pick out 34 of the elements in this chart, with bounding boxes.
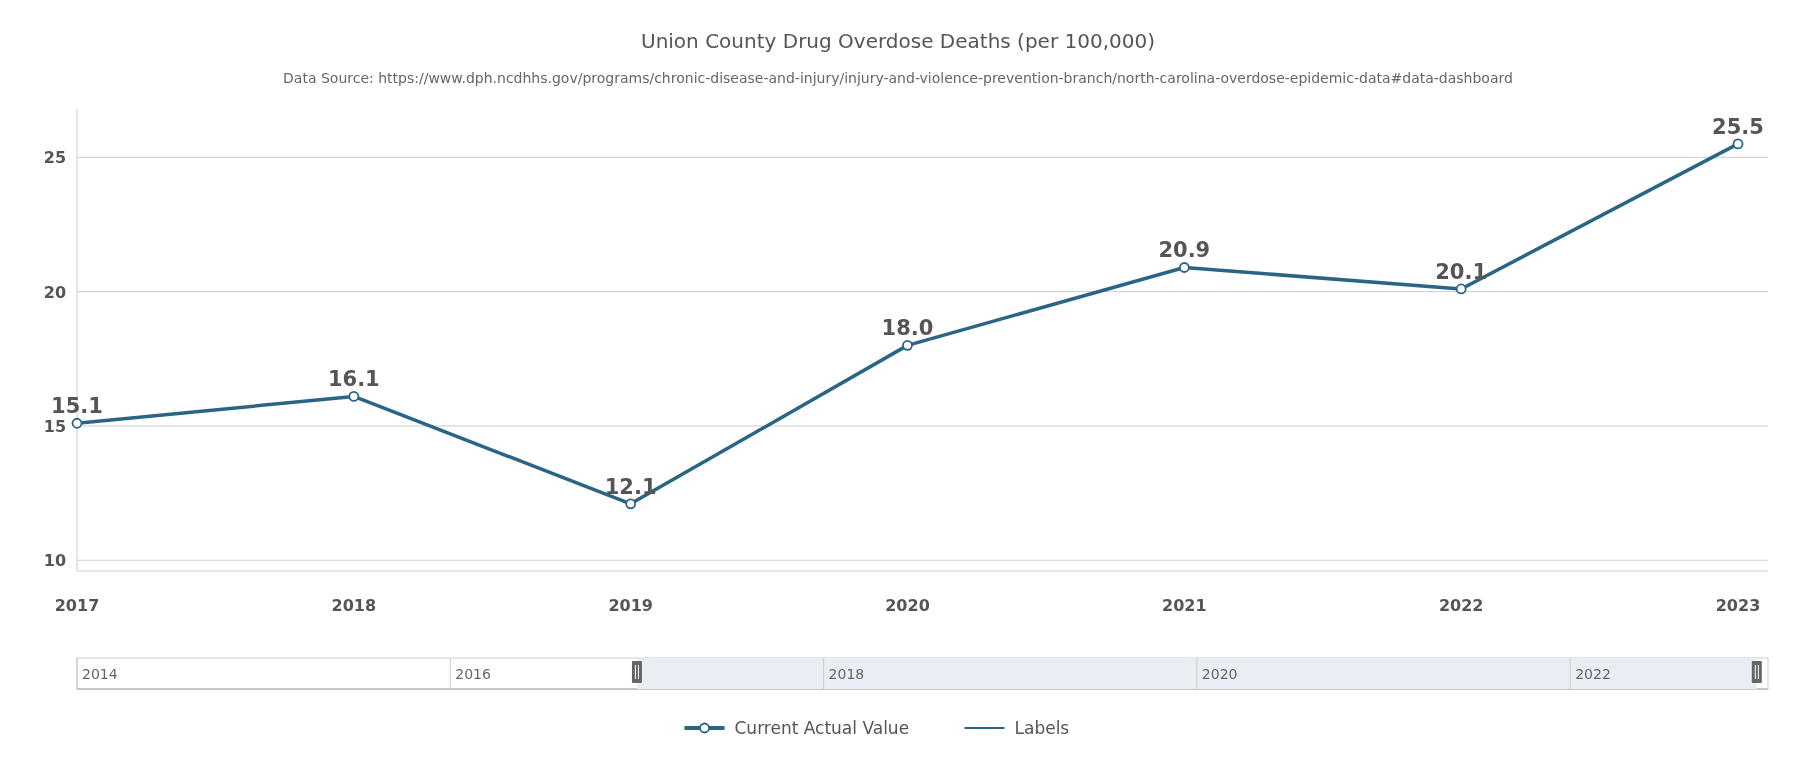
point [1178, 262, 1190, 273]
data-label: 15.1 [51, 394, 103, 419]
chart-title: Union County Drug Overdose Deaths (per 100,000) [641, 29, 1155, 53]
point [902, 339, 913, 351]
y-tick-label: 10 [43, 551, 67, 571]
data-label: 20.9 [1158, 238, 1211, 263]
data-label: 25.5 [1712, 114, 1764, 139]
x2-tick-label: 2018 [828, 666, 865, 682]
x2-tick-label: 2016 [455, 666, 492, 682]
y-tick-label: 25 [43, 148, 67, 168]
y-tick-label: 20 [43, 282, 67, 302]
x2-tick-label: 2020 [1201, 666, 1238, 682]
point [348, 391, 360, 402]
x-tick-label: 2019 [608, 596, 653, 615]
legend-label: Labels [1014, 718, 1070, 738]
point [1455, 283, 1467, 295]
x-tick-label: 2018 [331, 596, 377, 615]
data-label: 16.1 [327, 367, 380, 392]
legend-label: Current Actual Value [734, 718, 910, 738]
x-tick-label: 2020 [885, 596, 930, 615]
x2-tick-label: 2014 [82, 666, 118, 682]
x-tick-label: 2022 [1438, 596, 1484, 615]
chart-subtitle: Data Source: https://www.dph.ncdhhs.gov/programs/chronic-disease-and-injury/injury-and-violence-prevention-branch/north-carolina-overdose-epidemic-data#data-dashboard [283, 70, 1513, 86]
x-tick-label: 2023 [1715, 596, 1761, 615]
point [1732, 138, 1744, 150]
y-tick-label: 15 [43, 416, 67, 436]
x-tick-label: 2021 [1162, 596, 1207, 615]
x-tick-label: 2017 [54, 596, 100, 615]
data-label: 18.0 [881, 316, 934, 341]
data-label: 20.1 [1435, 259, 1488, 284]
point [71, 417, 83, 429]
point [625, 498, 637, 510]
x2-tick-label: 2022 [1575, 666, 1611, 682]
data-label: 12.1 [604, 474, 657, 499]
